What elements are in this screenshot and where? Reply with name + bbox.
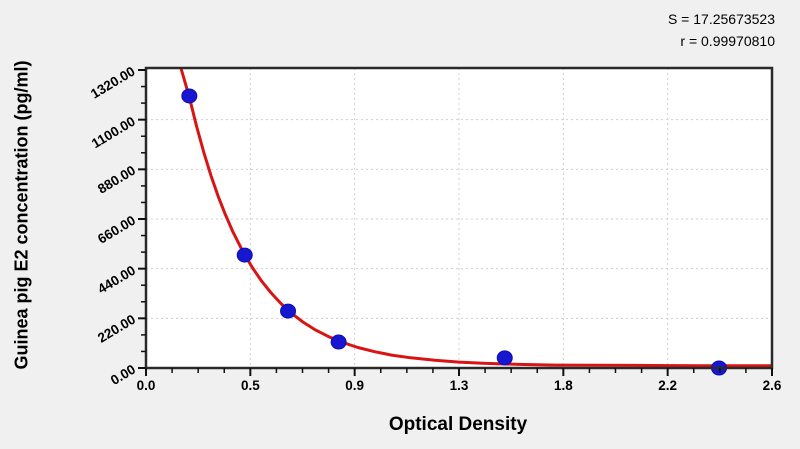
data-point <box>181 88 198 104</box>
r-value: r = 0.99970810 <box>680 32 775 49</box>
y-axis-title: Guinea pig E2 concentration (pg/ml) <box>11 60 32 370</box>
s-value: S = 17.25673523 <box>667 11 775 27</box>
data-point <box>496 350 513 366</box>
x-tick-label: 0.9 <box>345 378 365 393</box>
x-tick-label: 1.8 <box>553 378 573 393</box>
data-point <box>280 303 297 319</box>
x-tick-label: 0.5 <box>240 378 260 393</box>
fit-statistics: S = 17.25673523 r = 0.99970810 <box>668 9 775 52</box>
x-axis-title: Optical Density <box>388 414 528 435</box>
x-tick-label: 0.0 <box>136 378 156 393</box>
data-point <box>236 247 253 263</box>
data-point <box>330 334 347 350</box>
standard-curve-line <box>179 68 772 368</box>
x-tick-label: 2.6 <box>762 378 782 393</box>
x-tick-label: 2.2 <box>658 378 678 393</box>
x-tick-label: 1.3 <box>449 378 469 393</box>
